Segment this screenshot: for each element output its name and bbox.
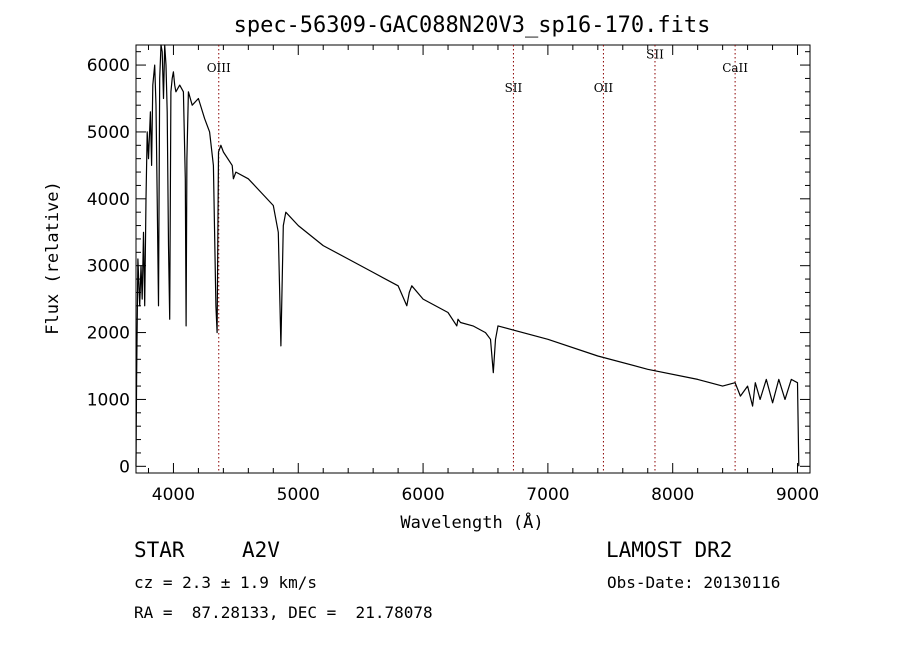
plot-area: 4000 5000 6000 7000 8000 9000 0 1000 2000 3000 400… <box>87 44 819 505</box>
object-class: STAR <box>134 538 185 562</box>
axes-frame <box>135 44 811 474</box>
y-tick-label: 2000 <box>87 324 130 344</box>
spectral-type: A2V <box>242 538 280 562</box>
y-tick-label: 5000 <box>87 123 130 143</box>
redshift-text: cz = 2.3 ± 1.9 km/s <box>134 573 318 592</box>
x-tick-label: 7000 <box>526 485 569 505</box>
coordinates-text: RA = 87.28133, DEC = 21.78078 <box>134 603 433 622</box>
spectrum-line <box>135 44 800 467</box>
x-tick-label: 4000 <box>152 485 195 505</box>
spectrum-chart: spec-56309-GAC088N20V3_sp16-170.fits 400… <box>43 13 819 533</box>
x-tick-label: 9000 <box>776 485 819 505</box>
y-tick-label: 0 <box>119 457 130 477</box>
x-axis-label: Wavelength (Å) <box>400 511 543 533</box>
line-marker-label: OII <box>594 81 614 95</box>
x-tick-label: 6000 <box>401 485 444 505</box>
y-tick-label: 4000 <box>87 190 130 210</box>
chart-title: spec-56309-GAC088N20V3_sp16-170.fits <box>234 13 711 38</box>
y-tick-label: 1000 <box>87 390 130 410</box>
observation-date: Obs-Date: 20130116 <box>607 573 781 592</box>
line-marker-label: CaII <box>722 61 748 75</box>
line-marker-label: SII <box>505 81 523 95</box>
survey-name: LAMOST DR2 <box>606 538 733 562</box>
y-tick-label: 6000 <box>87 56 130 76</box>
y-tick-label: 3000 <box>87 257 130 277</box>
x-tick-label: 5000 <box>277 485 320 505</box>
line-marker-label: OIII <box>207 61 231 75</box>
x-tick-label: 8000 <box>651 485 694 505</box>
y-axis-label: Flux (relative) <box>43 181 63 335</box>
line-marker-label: SII <box>646 47 664 61</box>
